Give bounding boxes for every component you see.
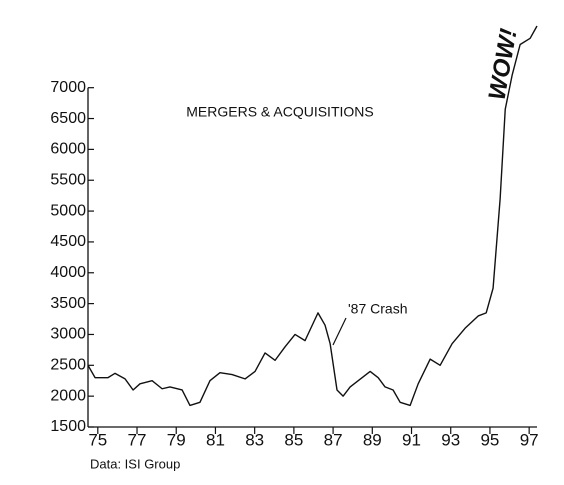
annotation: WOW! [484,27,523,103]
x-tick-label: 79 [167,430,186,449]
x-tick-label: 75 [88,430,107,449]
y-tick-label: 6000 [50,141,86,158]
y-tick-label: 2000 [50,387,86,404]
annotation: '87 Crash [348,301,407,317]
x-tick-label: 85 [284,430,303,449]
annotation-pointer [332,317,347,346]
y-tick-label: 5500 [50,171,86,188]
chart-title: MERGERS & ACQUISITIONS [186,104,373,120]
line-series [87,25,538,407]
x-tick-label: 83 [245,430,264,449]
y-tick-label: 4000 [50,264,86,281]
y-tick-label: 6500 [50,110,86,127]
x-tick-label: 97 [520,430,539,449]
y-tick-label: 2500 [50,357,86,374]
y-tick-label: 7000 [50,79,86,96]
source: Data: ISI Group [90,456,180,471]
y-tick-label: 3500 [50,295,86,312]
x-tick-label: 89 [363,430,382,449]
x-tick-label: 95 [480,430,499,449]
x-tick-label: 93 [441,430,460,449]
x-tick-label: 81 [206,430,225,449]
x-tick-label: 77 [128,430,147,449]
y-tick-label: 5000 [50,202,86,219]
x-tick-label: 87 [324,430,343,449]
y-tick-label: 1500 [50,418,86,435]
y-tick-label: 3000 [50,326,86,343]
x-tick-label: 91 [402,430,421,449]
y-tick-label: 4500 [50,233,86,250]
